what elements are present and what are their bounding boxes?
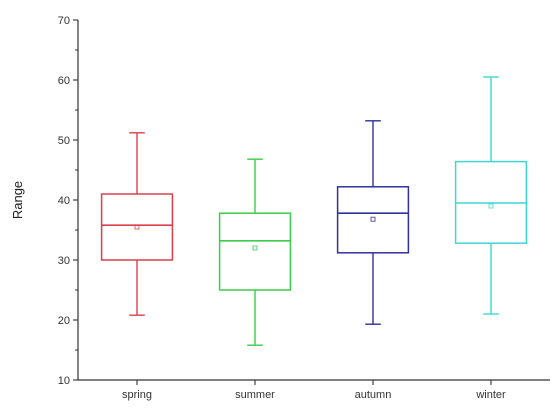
y-axis-ticks: 10 20 30 40 50 60 70 — [58, 15, 78, 387]
box-series — [100, 76, 528, 346]
y-tick-label: 10 — [58, 375, 70, 387]
y-tick-label: 30 — [58, 255, 70, 267]
box-summer — [218, 158, 292, 346]
box-iqr — [218, 212, 292, 291]
y-tick-label: 20 — [58, 315, 70, 327]
y-tick-label: 50 — [58, 135, 70, 147]
y-tick-label: 40 — [58, 195, 70, 207]
axes — [77, 20, 550, 381]
box-winter — [454, 76, 528, 315]
x-tick-label: spring — [122, 389, 152, 401]
x-tick-label: winter — [475, 389, 506, 401]
mean-marker — [488, 203, 494, 209]
box-iqr — [100, 193, 174, 261]
x-tick-label: autumn — [355, 389, 392, 401]
y-tick-label: 60 — [58, 75, 70, 87]
mean-marker — [370, 216, 376, 222]
box-spring — [100, 132, 174, 316]
mean-marker — [252, 245, 258, 251]
x-tick-label: summer — [235, 389, 275, 401]
y-axis-title: Range — [10, 181, 25, 219]
mean-marker — [134, 224, 140, 230]
box-iqr — [336, 186, 410, 254]
y-tick-label: 70 — [58, 15, 70, 27]
x-axis-ticks: spring summer autumn winter — [122, 380, 506, 401]
box-autumn — [336, 120, 410, 325]
